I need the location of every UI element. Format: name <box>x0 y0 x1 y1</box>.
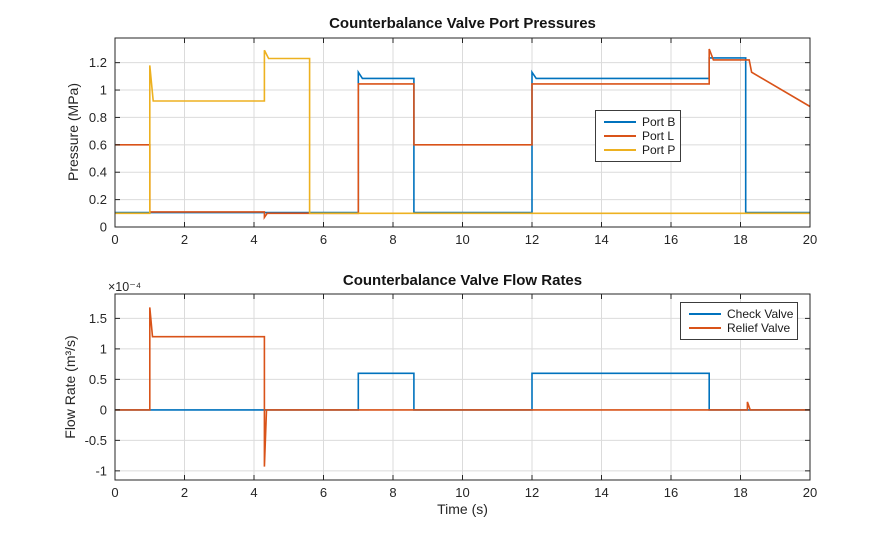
legend-line-sample <box>604 135 636 137</box>
series-relief-valve <box>115 307 810 467</box>
x-tick-label: 16 <box>664 485 678 500</box>
x-tick-label: 0 <box>111 485 118 500</box>
legend-entry[interactable]: Relief Valve <box>689 321 791 335</box>
legend-entry[interactable]: Port P <box>604 143 676 157</box>
y-tick-label: 1.2 <box>89 55 107 70</box>
y-tick-label: 0.6 <box>89 137 107 152</box>
y-tick-label: -0.5 <box>85 433 107 448</box>
legend-line-sample <box>604 149 636 151</box>
x-tick-label: 6 <box>320 485 327 500</box>
tick-labels: 0 2 4 6 8 10 12 14 16 18 20 -1 -0.5 0 0.5 1 1.5 <box>85 311 818 500</box>
pressure-y-axis-label: Pressure (MPa) <box>65 82 81 182</box>
legend-line-sample <box>604 121 636 123</box>
legend-label: Check Valve <box>727 307 794 321</box>
x-tick-label: 4 <box>250 232 257 247</box>
y-tick-label: -1 <box>95 463 107 478</box>
pressure-chart-title: Counterbalance Valve Port Pressures <box>329 15 596 32</box>
x-tick-label: 18 <box>733 485 747 500</box>
axes-box <box>114 293 811 481</box>
y-tick-label: 0 <box>100 220 107 235</box>
x-tick-label: 10 <box>455 232 469 247</box>
flow-y-axis-label: Flow Rate (m³/s) <box>62 335 78 439</box>
x-tick-label: 10 <box>455 485 469 500</box>
time-axis-label: Time (s) <box>437 501 488 517</box>
legend-entry[interactable]: Port L <box>604 129 675 143</box>
x-tick-label: 18 <box>733 232 747 247</box>
y-tick-label: 0.8 <box>89 110 107 125</box>
x-tick-label: 2 <box>181 232 188 247</box>
y-tick-label: 0.5 <box>89 372 107 387</box>
y-tick-label: 1 <box>100 83 107 98</box>
x-tick-label: 16 <box>664 232 678 247</box>
legend-entry[interactable]: Check Valve <box>689 307 793 321</box>
pressure-legend[interactable]: Port B Port L Port P <box>595 110 681 162</box>
x-tick-label: 8 <box>389 485 396 500</box>
legend-label: Port L <box>642 129 675 143</box>
legend-line-sample <box>689 327 721 329</box>
x-tick-label: 4 <box>250 485 257 500</box>
x-tick-label: 14 <box>594 485 608 500</box>
x-tick-label: 0 <box>111 232 118 247</box>
x-tick-label: 20 <box>803 232 817 247</box>
flow-legend[interactable]: Check Valve Relief Valve <box>680 302 798 340</box>
y-tick-label: 0 <box>100 402 107 417</box>
legend-label: Port B <box>642 115 676 129</box>
legend-entry[interactable]: Port B <box>604 115 676 129</box>
x-tick-label: 8 <box>389 232 396 247</box>
x-tick-label: 20 <box>803 485 817 500</box>
x-tick-label: 6 <box>320 232 327 247</box>
flow-chart-title: Counterbalance Valve Flow Rates <box>342 272 583 289</box>
y-tick-label: 0.2 <box>89 192 107 207</box>
axes-box <box>114 37 811 228</box>
grid-lines <box>114 38 811 228</box>
tick-labels: 0 2 4 6 8 10 12 14 16 18 20 0 0.2 0.4 0.6 0.8 1 1.2 <box>89 55 817 247</box>
legend-label: Port P <box>642 143 676 157</box>
series-port-p <box>115 49 810 215</box>
y-axis-multiplier: ×10⁻⁴ <box>108 280 142 294</box>
y-tick-label: 1 <box>100 341 107 356</box>
x-tick-label: 12 <box>525 485 539 500</box>
legend-line-sample <box>689 313 721 315</box>
y-tick-label: 0.4 <box>89 165 107 180</box>
x-tick-label: 12 <box>525 232 539 247</box>
legend-label: Relief Valve <box>727 321 791 335</box>
x-tick-label: 2 <box>181 485 188 500</box>
y-tick-label: 1.5 <box>89 311 107 326</box>
series-port-l <box>115 48 811 220</box>
x-tick-label: 14 <box>594 232 608 247</box>
